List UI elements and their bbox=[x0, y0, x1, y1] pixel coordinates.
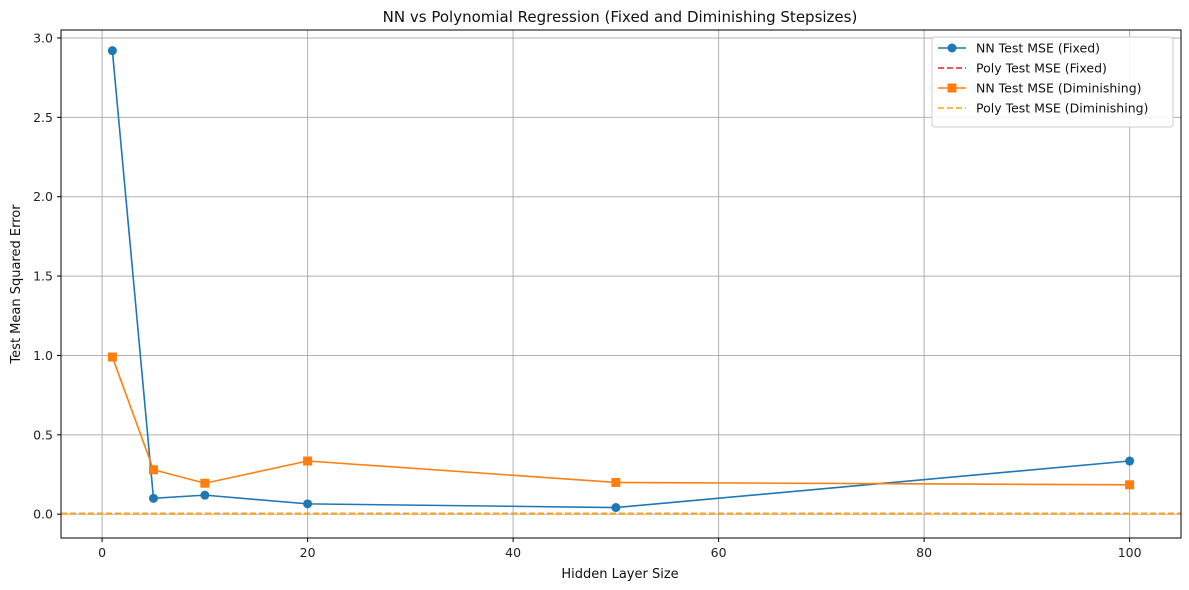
legend-marker-0 bbox=[947, 43, 957, 53]
point-series-2 bbox=[107, 352, 117, 362]
x-tick-label: 60 bbox=[711, 545, 727, 560]
x-axis-label: Hidden Layer Size bbox=[561, 567, 678, 582]
point-series-0 bbox=[611, 503, 621, 513]
legend-label-1: Poly Test MSE (Fixed) bbox=[976, 61, 1107, 76]
y-tick-label: 1.5 bbox=[33, 269, 53, 284]
y-axis-label: Test Mean Squared Error bbox=[9, 204, 24, 365]
x-tick-label: 40 bbox=[505, 545, 521, 560]
x-tick-label: 100 bbox=[1118, 545, 1142, 560]
legend: NN Test MSE (Fixed) Poly Test MSE (Fixed)… bbox=[931, 36, 1174, 128]
y-tick-label: 2.0 bbox=[33, 189, 53, 204]
point-series-2 bbox=[148, 465, 158, 475]
y-tick-label: 0.0 bbox=[33, 507, 53, 522]
axis-ticks: 0 20 40 60 80 100 0.0 0.5 1.0 1.5 2.0 2.5 3.0 bbox=[33, 30, 1141, 560]
point-series-0 bbox=[200, 490, 210, 500]
line-series-0 bbox=[111, 50, 1130, 509]
point-series-0 bbox=[303, 499, 313, 509]
series-markers bbox=[107, 46, 1135, 513]
legend-label-2: NN Test MSE (Diminishing) bbox=[976, 81, 1142, 96]
line-series-2 bbox=[111, 356, 1130, 486]
y-tick-label: 1.0 bbox=[33, 348, 53, 363]
point-series-2 bbox=[611, 477, 621, 487]
plot-frame bbox=[60, 29, 1182, 539]
x-tick-label: 0 bbox=[98, 545, 106, 560]
legend-box bbox=[931, 36, 1174, 128]
x-tick-label: 20 bbox=[300, 545, 316, 560]
point-series-2 bbox=[200, 478, 210, 488]
legend-label-0: NN Test MSE (Fixed) bbox=[976, 41, 1100, 56]
series-lines bbox=[61, 50, 1181, 515]
legend-marker-2 bbox=[947, 83, 957, 93]
point-series-0 bbox=[107, 46, 117, 56]
point-series-2 bbox=[1125, 480, 1135, 490]
point-series-2 bbox=[303, 456, 313, 466]
y-tick-label: 0.5 bbox=[33, 427, 53, 442]
chart-title: NN vs Polynomial Regression (Fixed and D… bbox=[383, 8, 858, 26]
x-tick-label: 80 bbox=[916, 545, 932, 560]
point-series-0 bbox=[1125, 456, 1135, 466]
legend-label-3: Poly Test MSE (Diminishing) bbox=[976, 101, 1148, 116]
y-tick-label: 2.5 bbox=[33, 110, 53, 125]
point-series-0 bbox=[148, 493, 158, 503]
y-tick-label: 3.0 bbox=[33, 30, 53, 45]
